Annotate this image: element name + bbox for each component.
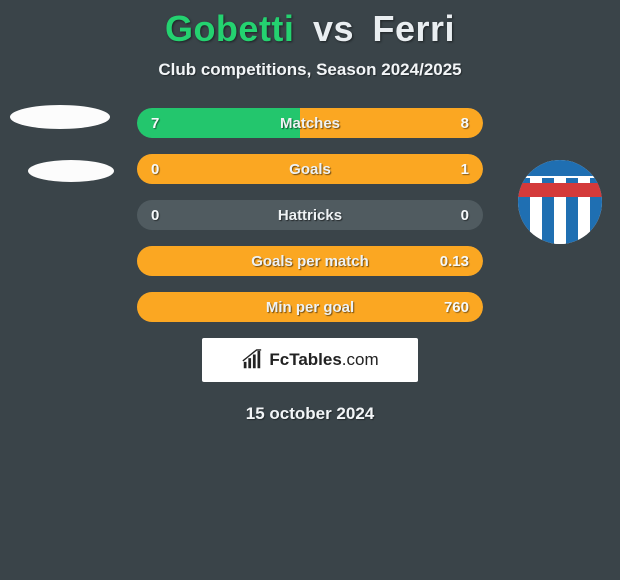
stat-label: Goals per match [137,246,483,276]
comparison-title: Gobetti vs Ferri [0,0,620,50]
brand-tld: .com [342,350,379,369]
left-crest-ellipse-2 [28,160,114,182]
stat-label: Goals [137,154,483,184]
stat-bars: 78Matches 01Goals 00Hattricks 0.13Goals per… [137,108,483,322]
crest-band [518,183,602,197]
stat-bar: 760Min per goal [137,292,483,322]
stat-label: Hattricks [137,200,483,230]
crest-top [518,160,602,178]
brand-name: FcTables [269,350,341,369]
brand-chart-icon [241,349,263,371]
stat-bar: 78Matches [137,108,483,138]
right-crest-badge [518,160,602,244]
player1-name: Gobetti [165,8,294,49]
stat-bar: 0.13Goals per match [137,246,483,276]
stat-label: Matches [137,108,483,138]
brand-text: FcTables.com [269,350,378,370]
vs-text: vs [313,8,354,49]
subtitle: Club competitions, Season 2024/2025 [0,60,620,80]
player2-name: Ferri [373,8,456,49]
brand-box[interactable]: FcTables.com [202,338,418,382]
date-text: 15 october 2024 [0,404,620,424]
left-crest-ellipse-1 [10,105,110,129]
stats-stage: 78Matches 01Goals 00Hattricks 0.13Goals per… [0,108,620,322]
stat-bar: 00Hattricks [137,200,483,230]
stat-bar: 01Goals [137,154,483,184]
stat-label: Min per goal [137,292,483,322]
